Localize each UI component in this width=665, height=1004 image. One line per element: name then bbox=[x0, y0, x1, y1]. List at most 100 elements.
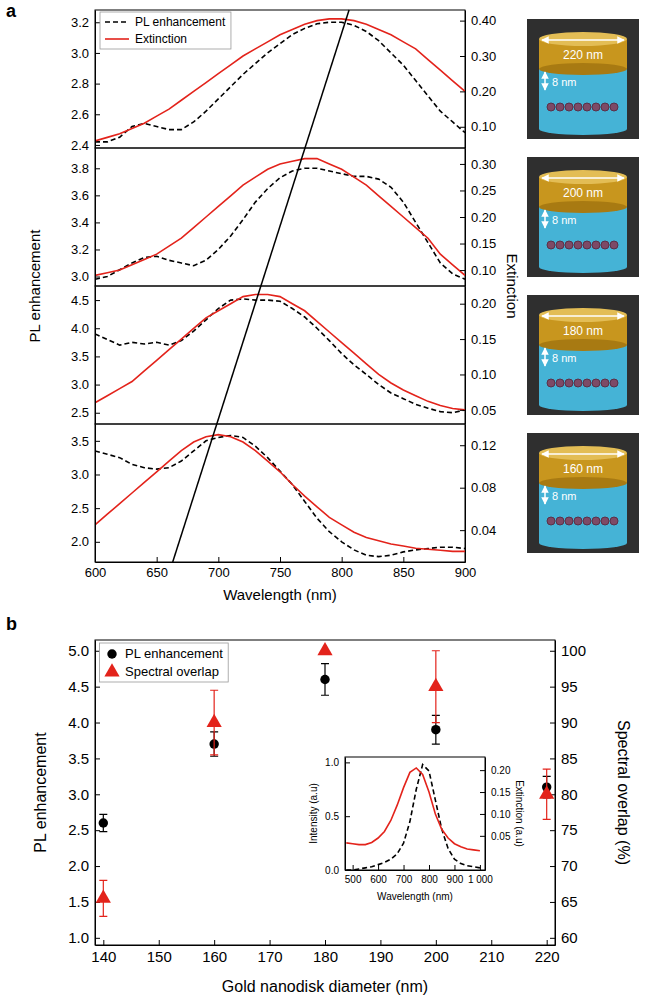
label: Wavelength (nm) bbox=[377, 891, 453, 902]
axis-line bbox=[346, 870, 486, 871]
tick-label: 4.0 bbox=[68, 714, 89, 731]
tick-label: 220 bbox=[535, 948, 560, 965]
axis: 0.00.51.0 bbox=[325, 757, 350, 876]
tick: 1.5 bbox=[68, 893, 100, 910]
label: Wavelength (nm) bbox=[223, 586, 337, 603]
tick-label: 0.30 bbox=[471, 157, 496, 172]
tick-mark bbox=[460, 488, 465, 489]
tick-label: 3.0 bbox=[71, 269, 89, 284]
axis-line bbox=[96, 945, 556, 946]
tick-mark bbox=[95, 723, 100, 724]
tick: 0.30 bbox=[460, 49, 496, 64]
axis-line bbox=[465, 11, 466, 149]
tick: 3.5 bbox=[71, 433, 100, 448]
data-line bbox=[95, 435, 465, 556]
tick-mark bbox=[550, 938, 555, 939]
tick-label: 3.0 bbox=[71, 467, 89, 482]
data-point bbox=[99, 818, 108, 827]
tick-mark bbox=[480, 865, 481, 870]
tick-label: 2.4 bbox=[71, 138, 89, 153]
dimension-arrow bbox=[544, 210, 546, 228]
tick-mark bbox=[95, 300, 100, 301]
emitter bbox=[547, 517, 555, 525]
tick-label: 4.5 bbox=[71, 293, 89, 308]
emitter bbox=[547, 241, 555, 249]
data-point bbox=[320, 675, 329, 684]
tick-mark bbox=[95, 557, 96, 562]
tick-mark bbox=[218, 557, 219, 562]
tick-label: 3.6 bbox=[71, 188, 89, 203]
tick-mark bbox=[345, 870, 350, 871]
tick-label: 2.5 bbox=[71, 405, 89, 420]
emitter bbox=[610, 241, 618, 249]
tick-mark bbox=[95, 356, 100, 357]
data-point bbox=[317, 642, 332, 655]
data-point bbox=[96, 890, 111, 903]
tick-mark bbox=[380, 940, 381, 945]
tick-mark bbox=[95, 385, 100, 386]
legend-swatch bbox=[105, 21, 129, 23]
tick: 1.0 bbox=[68, 929, 100, 946]
tick: 4.5 bbox=[71, 293, 100, 308]
dimension-arrow bbox=[544, 72, 546, 90]
tick-label: 3.5 bbox=[68, 750, 89, 767]
axis-line bbox=[465, 425, 466, 563]
tick: 3.6 bbox=[71, 188, 100, 203]
tick: 0.10 bbox=[480, 809, 511, 820]
tick-mark bbox=[95, 441, 100, 442]
tick-mark bbox=[460, 217, 465, 218]
tick: 2.5 bbox=[71, 501, 100, 516]
axis-line bbox=[96, 562, 466, 563]
tick: 3.5 bbox=[71, 349, 100, 364]
label: 8 nm bbox=[552, 214, 576, 226]
tick-mark bbox=[460, 530, 465, 531]
tick-mark bbox=[345, 816, 350, 817]
plot-frame bbox=[95, 640, 555, 945]
label: 160 nm bbox=[563, 462, 603, 476]
tick-label: 650 bbox=[146, 565, 168, 580]
label: 8 nm bbox=[552, 76, 576, 88]
tick-mark bbox=[95, 195, 100, 196]
tick-label: 3.0 bbox=[68, 786, 89, 803]
tick: 200 bbox=[424, 940, 449, 965]
tick-mark bbox=[460, 21, 465, 22]
spacer bbox=[539, 345, 627, 405]
axis: 3.03.23.43.63.8 bbox=[71, 149, 100, 287]
tick-label: 0.10 bbox=[491, 809, 511, 820]
tick-label: 900 bbox=[447, 874, 464, 885]
emitter bbox=[583, 241, 591, 249]
label: b bbox=[6, 614, 17, 634]
tick-mark bbox=[550, 902, 555, 903]
tick-mark bbox=[157, 557, 158, 562]
tick-label: 3.5 bbox=[71, 433, 89, 448]
tick: 4.5 bbox=[68, 678, 100, 695]
legend: PL enhancementExtinction bbox=[100, 12, 231, 49]
emitter bbox=[574, 517, 582, 525]
tick-mark bbox=[103, 940, 104, 945]
tick-mark bbox=[460, 374, 465, 375]
tick-label: 0.40 bbox=[471, 13, 496, 28]
subplot: 2.02.53.03.50.040.080.126006507007508008… bbox=[71, 424, 639, 603]
data-line bbox=[95, 294, 465, 409]
emitter bbox=[583, 103, 591, 111]
tick: 100 bbox=[550, 642, 586, 659]
tick-label: 4.0 bbox=[71, 321, 89, 336]
tick: 60 bbox=[550, 929, 578, 946]
emitter bbox=[610, 517, 618, 525]
tick-label: 3.4 bbox=[71, 215, 89, 230]
tick-mark bbox=[403, 557, 404, 562]
axis: 2.02.53.03.5 bbox=[71, 425, 100, 563]
tick-mark bbox=[480, 792, 485, 793]
tick-label: 700 bbox=[208, 565, 230, 580]
tick-label: 800 bbox=[331, 565, 353, 580]
tick: 800 bbox=[421, 865, 438, 885]
tick-label: 0.5 bbox=[325, 811, 339, 822]
axis-line bbox=[555, 641, 556, 946]
tick-mark bbox=[480, 814, 485, 815]
emitter bbox=[601, 517, 609, 525]
emitter bbox=[547, 103, 555, 111]
tick-label: 0.10 bbox=[471, 119, 496, 134]
tick: 3.0 bbox=[71, 269, 100, 284]
gold-disk bbox=[539, 63, 627, 75]
tick-mark bbox=[550, 723, 555, 724]
